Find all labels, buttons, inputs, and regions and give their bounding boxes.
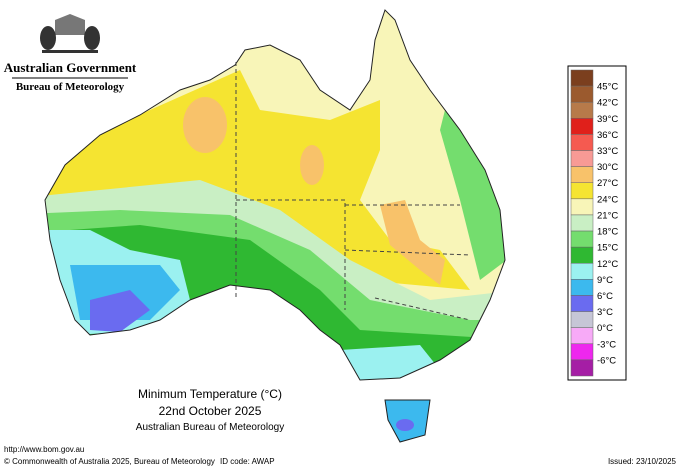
legend-swatch (570, 85, 594, 103)
government-name: Australian Government (4, 60, 137, 75)
coastline (44, 9, 506, 381)
footer-issued: Issued: 23/10/2025 (608, 457, 677, 466)
legend-label: 33°C (597, 146, 618, 157)
legend-swatch (570, 69, 594, 87)
legend-label: 0°C (597, 323, 613, 334)
map-source: Australian Bureau of Meteorology (136, 422, 284, 433)
footer-id: ID code: AWAP (220, 457, 275, 466)
legend-swatch (570, 246, 594, 264)
legend-label: -3°C (597, 339, 616, 350)
legend-swatch (570, 295, 594, 312)
legend-label: 30°C (597, 162, 618, 173)
legend-swatch (570, 214, 594, 232)
legend-label: 21°C (597, 210, 618, 221)
legend: 45°C 42°C 39°C 36°C 33°C 30°C 27°C 24°C 21°C 18°C… (570, 69, 618, 377)
legend-swatch (570, 230, 594, 248)
legend-label: 6°C (597, 291, 613, 302)
legend-swatch (570, 327, 594, 345)
legend-swatch (570, 263, 594, 280)
state-borders (235, 62, 471, 321)
legend-swatch (570, 182, 594, 200)
legend-label: 18°C (597, 227, 618, 238)
legend-swatch (570, 279, 594, 296)
legend-swatch (570, 198, 594, 216)
coat-of-arms (40, 14, 100, 53)
legend-label: 15°C (597, 243, 618, 254)
legend-swatch (570, 150, 594, 167)
legend-swatch (570, 101, 594, 119)
map-date: 22nd October 2025 (159, 404, 262, 418)
legend-swatch (570, 118, 594, 135)
footer-url: http://www.bom.gov.au (4, 445, 84, 454)
map-title: Minimum Temperature (°C) (138, 387, 282, 401)
legend-swatch (570, 311, 594, 328)
footer-copyright: © Commonwealth of Australia 2025, Bureau… (4, 457, 215, 466)
legend-label: 9°C (597, 275, 613, 286)
legend-swatch (570, 343, 594, 361)
legend-label: 12°C (597, 259, 618, 270)
legend-label: -6°C (597, 355, 616, 366)
legend-label: 27°C (597, 178, 618, 189)
agency-name: Bureau of Meteorology (16, 81, 125, 93)
legend-label: 24°C (597, 194, 618, 205)
legend-label: 42°C (597, 98, 618, 109)
legend-label: 3°C (597, 307, 613, 318)
legend-swatch (570, 134, 594, 151)
legend-swatch (570, 166, 594, 183)
legend-label: 45°C (597, 82, 618, 93)
legend-swatch (570, 359, 594, 377)
legend-label: 36°C (597, 130, 618, 141)
tasmania-cold (396, 419, 414, 431)
legend-label: 39°C (597, 114, 618, 125)
